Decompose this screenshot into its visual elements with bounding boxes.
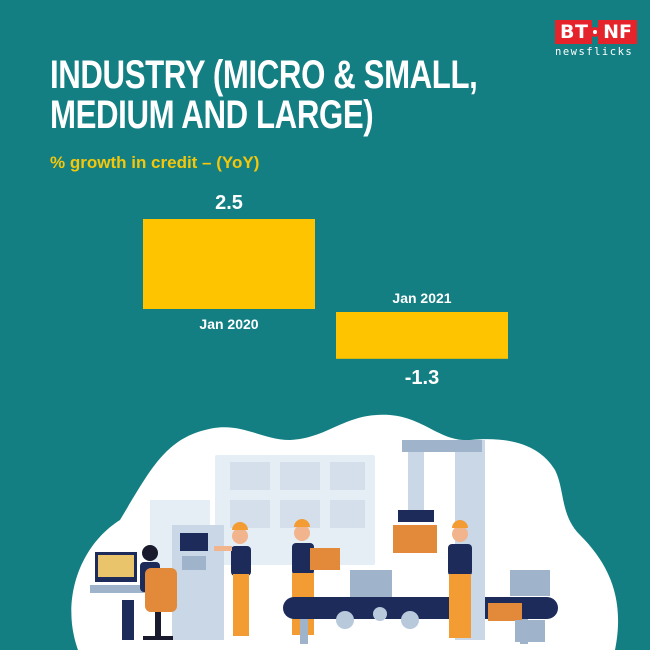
value-label-1: 2.5 <box>215 192 243 214</box>
gear-icon <box>336 607 419 629</box>
chart-subtitle: % growth in credit – (YoY) <box>50 153 260 172</box>
logo-dot-icon <box>590 27 601 37</box>
brand-logo[interactable]: BT NF newsflicks <box>555 20 637 58</box>
bar-2 <box>336 312 508 359</box>
chart-title: INDUSTRY (MICRO & SMALL, MEDIUM AND LARG… <box>50 53 478 137</box>
worker-standing-icon <box>214 522 251 636</box>
chart-title-line1: INDUSTRY (MICRO & SMALL, <box>50 53 478 97</box>
logo-tagline: newsflicks <box>555 46 634 58</box>
cardboard-box-icon <box>510 570 550 642</box>
logo-bt-text: BT <box>555 20 593 44</box>
computer-terminal-icon <box>90 525 224 640</box>
bar-1 <box>143 219 315 309</box>
value-label-2: -1.3 <box>405 367 439 389</box>
chart-title-line2: MEDIUM AND LARGE) <box>50 93 374 137</box>
category-label-1: Jan 2020 <box>199 316 258 332</box>
worker-right-icon <box>448 520 472 638</box>
logo-nf-text: NF <box>598 20 637 44</box>
category-label-2: Jan 2021 <box>392 290 451 306</box>
bar-chart: 2.5 Jan 2020 -1.3 Jan 2021 <box>143 192 508 389</box>
shelf-boxes <box>230 462 365 528</box>
office-chair-icon <box>143 568 177 640</box>
